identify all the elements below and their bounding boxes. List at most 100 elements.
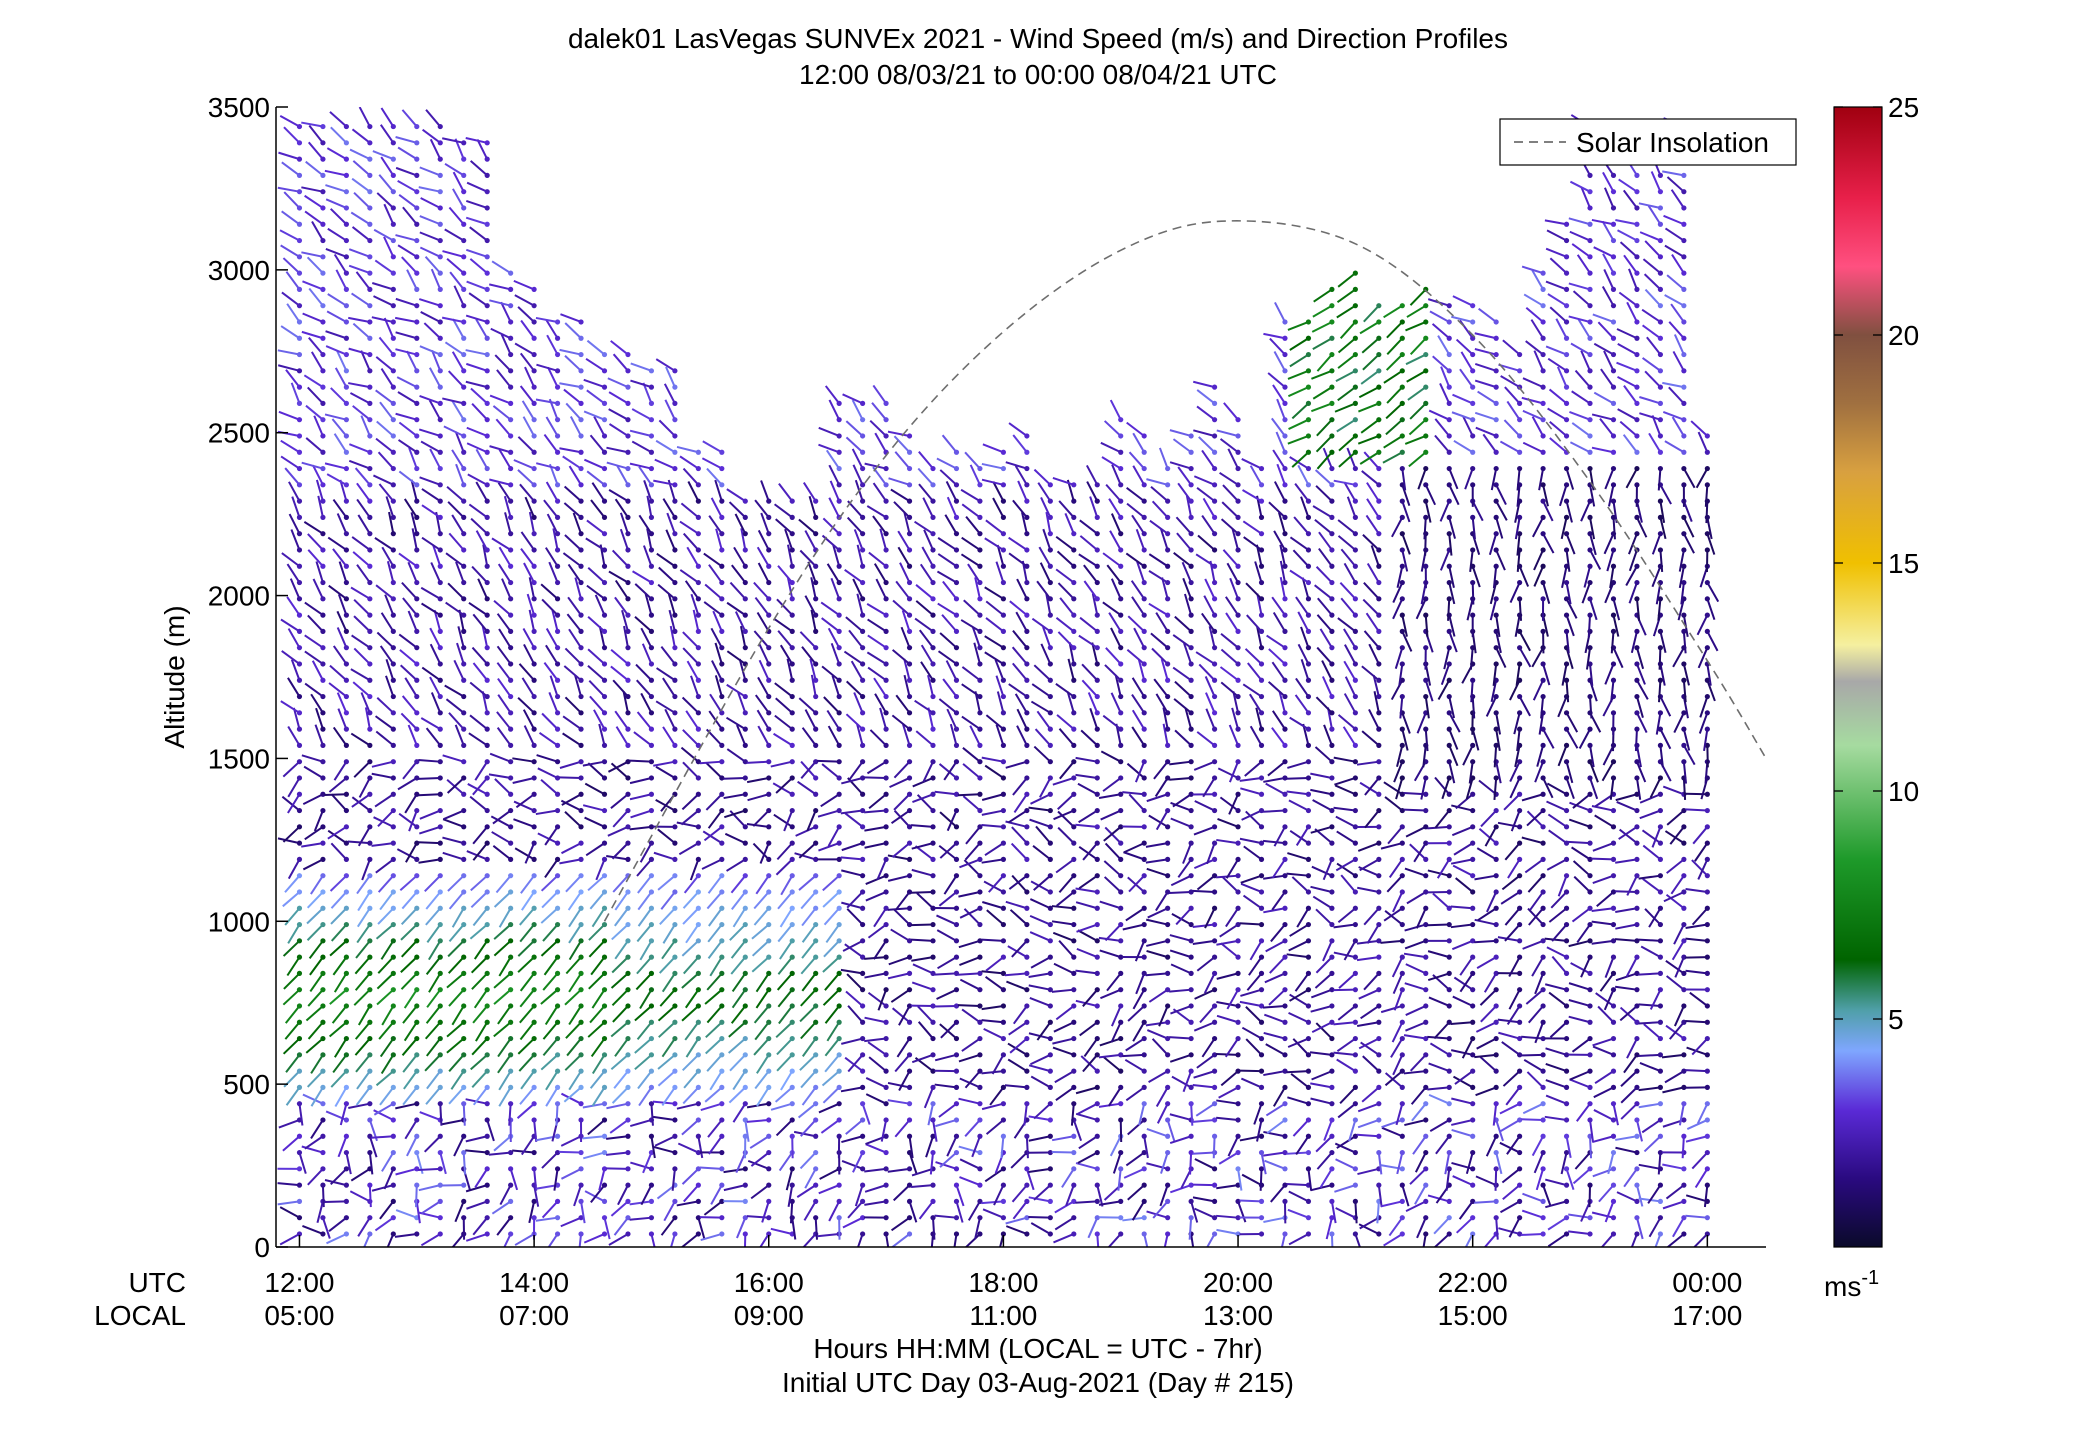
wind-barb-dot <box>672 759 677 764</box>
wind-barb-dot <box>1118 580 1123 585</box>
wind-barb-dot <box>1189 1199 1194 1204</box>
wind-barb-dot <box>438 857 443 862</box>
wind-barb-dot <box>1212 466 1217 471</box>
wind-barb-dot <box>1048 1215 1053 1220</box>
wind-barb-dot <box>414 352 419 357</box>
wind-barb-dot <box>1071 1003 1076 1008</box>
wind-barb-dot <box>578 1101 583 1106</box>
wind-barb-shaft <box>1193 1185 1215 1186</box>
wind-barb-dot <box>860 743 865 748</box>
wind-barb-dot <box>320 710 325 715</box>
wind-barb-dot <box>1212 1134 1217 1139</box>
wind-barb-dot <box>320 1003 325 1008</box>
wind-barb-dot <box>1024 564 1029 569</box>
wind-barb-dot <box>438 336 443 341</box>
wind-barb-dot <box>672 955 677 960</box>
wind-barb-dot <box>438 1215 443 1220</box>
wind-barb-dot <box>1306 938 1311 943</box>
wind-barb-dot <box>391 661 396 666</box>
wind-barb-dot <box>1212 857 1217 862</box>
wind-barb-dot <box>1095 906 1100 911</box>
wind-barb-dot <box>344 629 349 634</box>
wind-barb-dot <box>649 515 654 520</box>
wind-barb-dot <box>297 157 302 162</box>
wind-barb-dot <box>391 157 396 162</box>
wind-barb-dot <box>414 1052 419 1057</box>
wind-barb-dot <box>719 564 724 569</box>
wind-barb-shaft <box>418 778 440 779</box>
wind-barb-dot <box>1235 938 1240 943</box>
wind-barb-dot <box>1189 987 1194 992</box>
wind-barb-dot <box>602 368 607 373</box>
wind-barb-dot <box>320 466 325 471</box>
wind-barb-dot <box>649 466 654 471</box>
wind-barb-dot <box>1306 596 1311 601</box>
wind-barb-dot <box>766 1199 771 1204</box>
wind-barb-dot <box>1024 955 1029 960</box>
wind-barb-dot <box>696 1052 701 1057</box>
wind-barb-dot <box>1212 775 1217 780</box>
wind-barb-dot <box>907 433 912 438</box>
wind-barb-dot <box>297 1134 302 1139</box>
wind-barb-dot <box>344 613 349 618</box>
wind-barb-dot <box>1024 580 1029 585</box>
wind-barb-shaft <box>816 1218 817 1240</box>
wind-barb-dot <box>649 710 654 715</box>
wind-barb-dot <box>578 759 583 764</box>
wind-barb-dot <box>367 303 372 308</box>
wind-barb-dot <box>790 547 795 552</box>
wind-barb-dot <box>907 1101 912 1106</box>
wind-barb-dot <box>485 629 490 634</box>
wind-barb-dot <box>719 1085 724 1090</box>
wind-barb-dot <box>954 629 959 634</box>
wind-barb-dot <box>977 922 982 927</box>
wind-barb-dot <box>461 271 466 276</box>
wind-barb-dot <box>1259 938 1264 943</box>
wind-barb-shaft <box>1169 1037 1191 1038</box>
plot-area <box>276 107 1766 1247</box>
wind-barb-dot <box>743 580 748 585</box>
wind-barb-dot <box>743 987 748 992</box>
wind-barb-dot <box>414 694 419 699</box>
wind-barb-dot <box>320 222 325 227</box>
wind-barb-dot <box>391 694 396 699</box>
wind-barb-dot <box>1259 873 1264 878</box>
wind-barb-dot <box>625 613 630 618</box>
wind-barb-dot <box>1095 1183 1100 1188</box>
wind-barb-shaft <box>1191 1104 1192 1126</box>
wind-barb-dot <box>602 531 607 536</box>
wind-barb-dot <box>508 547 513 552</box>
wind-barb-dot <box>485 645 490 650</box>
wind-barb-dot <box>532 596 537 601</box>
wind-barb-dot <box>649 808 654 813</box>
wind-barb-dot <box>320 808 325 813</box>
wind-barb-dot <box>1329 678 1334 683</box>
wind-barb-dot <box>1024 515 1029 520</box>
wind-barb-dot <box>344 987 349 992</box>
wind-barb-dot <box>625 955 630 960</box>
wind-barb-dot <box>508 889 513 894</box>
wind-barb-dot <box>954 547 959 552</box>
wind-barb-dot <box>438 727 443 732</box>
wind-barb-dot <box>977 759 982 764</box>
wind-barb-dot <box>1001 515 1006 520</box>
wind-barb-dot <box>719 727 724 732</box>
wind-barb-dot <box>1071 1231 1076 1236</box>
wind-barb-dot <box>555 1020 560 1025</box>
wind-barb-dot <box>1118 645 1123 650</box>
wind-barb-dot <box>883 661 888 666</box>
wind-barb-dot <box>1142 873 1147 878</box>
wind-barb-dot <box>743 678 748 683</box>
wind-barb-dot <box>438 873 443 878</box>
wind-barb-dot <box>672 841 677 846</box>
wind-barb-dot <box>696 938 701 943</box>
wind-barb-dot <box>320 157 325 162</box>
wind-barb-dot <box>1189 531 1194 536</box>
wind-barb-dot <box>696 694 701 699</box>
wind-barb-dot <box>391 401 396 406</box>
wind-barb-dot <box>485 466 490 471</box>
wind-barb-dot <box>813 1020 818 1025</box>
wind-barb-dot <box>696 889 701 894</box>
wind-barb-dot <box>461 1215 466 1220</box>
wind-barb-dot <box>367 889 372 894</box>
